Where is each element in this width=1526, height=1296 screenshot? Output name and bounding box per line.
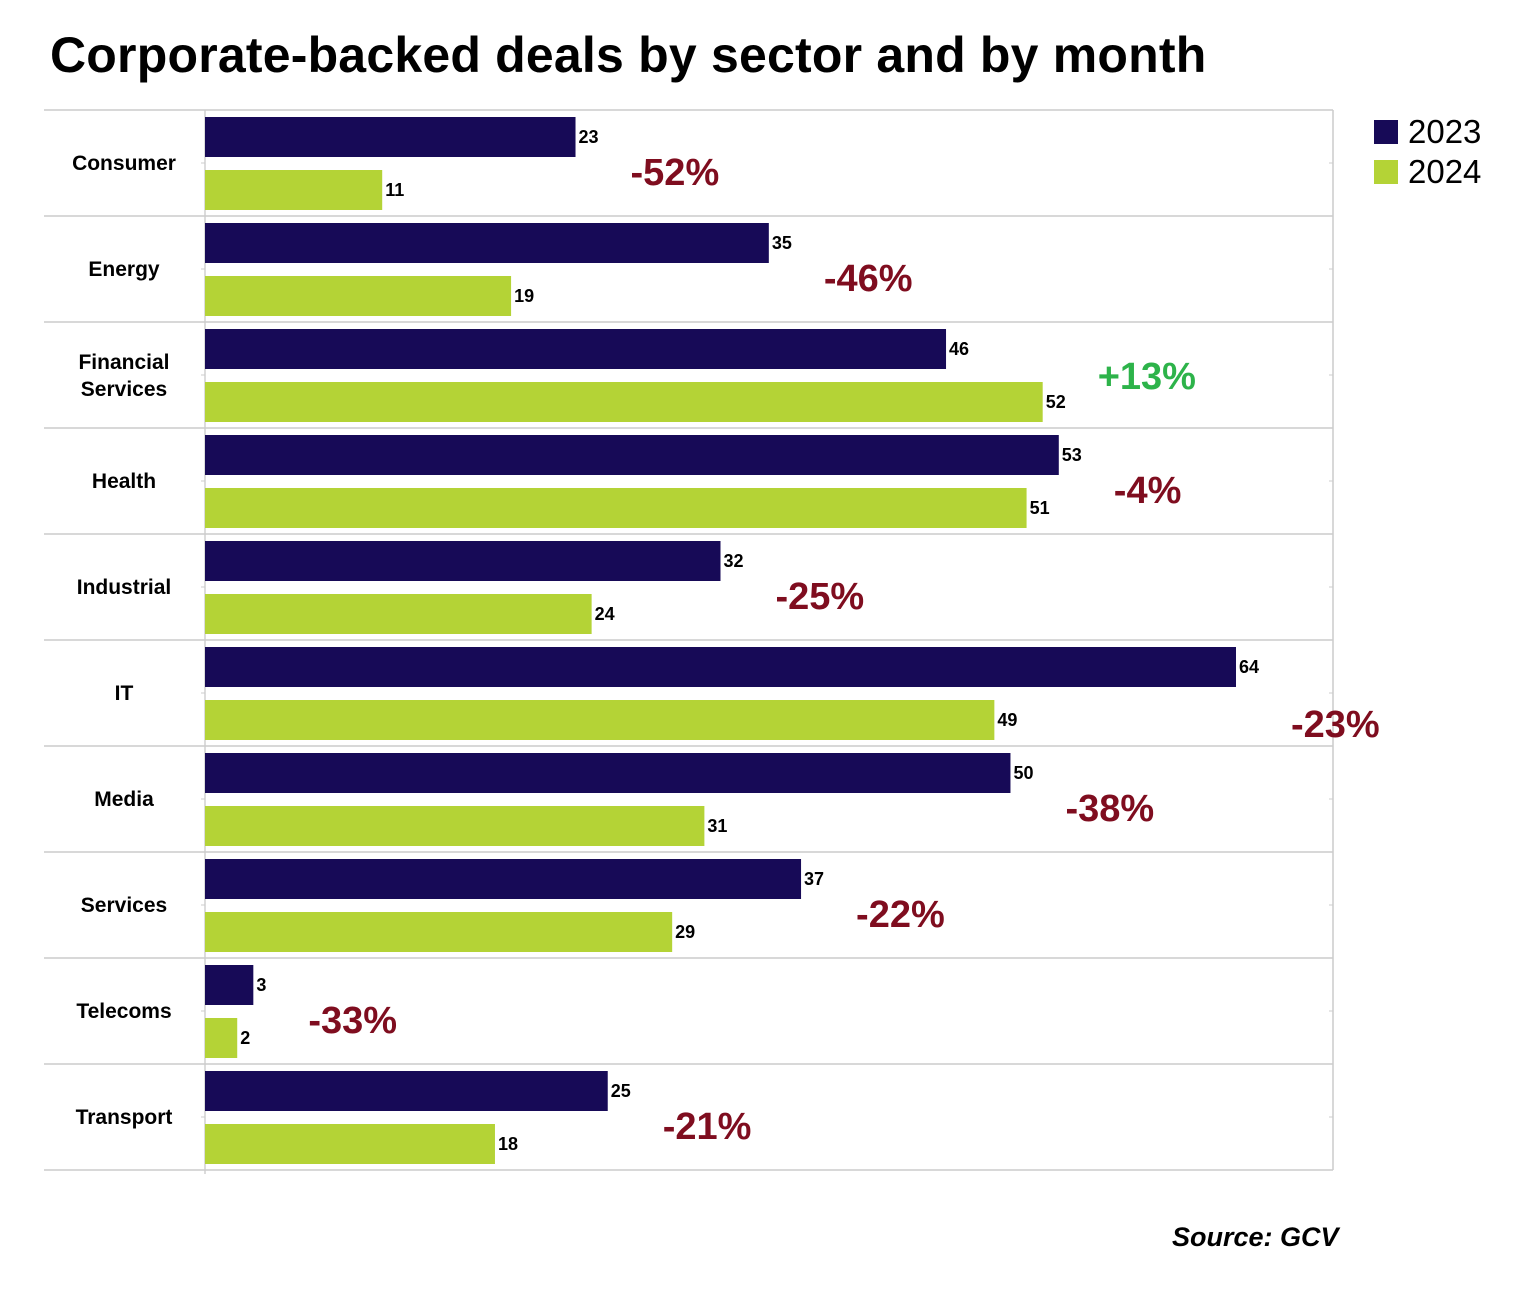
- category-label: Consumer: [72, 152, 176, 175]
- bar-2024: [205, 382, 1043, 422]
- data-label: 32: [724, 551, 744, 571]
- legend: 2023 2024: [1374, 112, 1481, 192]
- bar-2024: [205, 806, 705, 846]
- bar-2023: [205, 117, 576, 157]
- data-label: 31: [707, 816, 727, 836]
- category-label: Energy: [88, 258, 160, 281]
- change-annotation: -46%: [824, 258, 913, 300]
- bar-2023: [205, 223, 769, 263]
- data-label: 3: [256, 975, 266, 995]
- bar-2024: [205, 488, 1027, 528]
- data-label: 52: [1046, 392, 1066, 412]
- bar-2024: [205, 594, 592, 634]
- change-annotation: -22%: [856, 894, 945, 936]
- bar-2023: [205, 647, 1236, 687]
- data-label: 11: [385, 180, 404, 200]
- change-annotation: -38%: [1065, 788, 1154, 830]
- change-annotation: -21%: [663, 1106, 752, 1148]
- category-label: Health: [92, 470, 156, 493]
- data-label: 2: [240, 1028, 250, 1048]
- data-label: 18: [498, 1134, 518, 1154]
- data-label: 46: [949, 339, 969, 359]
- data-label: 64: [1239, 657, 1259, 677]
- data-label: 37: [804, 869, 824, 889]
- legend-swatch-2023: [1374, 120, 1398, 144]
- category-label: Industrial: [77, 576, 172, 599]
- legend-swatch-2024: [1374, 160, 1398, 184]
- bar-2023: [205, 965, 254, 1005]
- category-label: IT: [115, 682, 134, 705]
- data-label: 24: [595, 604, 615, 624]
- data-label: 25: [611, 1081, 631, 1101]
- legend-label-2023: 2023: [1408, 113, 1482, 150]
- legend-item-2023: 2023: [1374, 112, 1481, 152]
- source-note: Source: GCV: [1172, 1222, 1339, 1252]
- chart-title: Corporate-backed deals by sector and by …: [50, 27, 1207, 83]
- data-label: 49: [997, 710, 1017, 730]
- bar-2023: [205, 859, 802, 899]
- bar-2024: [205, 170, 383, 210]
- category-label: Media: [94, 788, 154, 811]
- bar-2024: [205, 700, 995, 740]
- category-label: Services: [81, 894, 167, 917]
- change-annotation: -33%: [308, 1000, 397, 1042]
- bar-2024: [205, 1124, 495, 1164]
- data-label: 19: [514, 286, 534, 306]
- change-annotation: -52%: [631, 152, 720, 194]
- legend-label-2024: 2024: [1408, 153, 1482, 190]
- data-label: 50: [1013, 763, 1033, 783]
- change-annotation: -25%: [776, 576, 865, 618]
- legend-item-2024: 2024: [1374, 152, 1481, 192]
- data-label: 23: [579, 127, 599, 147]
- change-annotation: -23%: [1291, 704, 1380, 746]
- data-label: 53: [1062, 445, 1082, 465]
- change-annotation: +13%: [1098, 356, 1196, 398]
- data-label: 29: [675, 922, 695, 942]
- data-label: 35: [772, 233, 792, 253]
- bar-2024: [205, 912, 673, 952]
- category-label: Financial Services: [78, 351, 169, 401]
- bar-2023: [205, 753, 1011, 793]
- bar-2023: [205, 1071, 608, 1111]
- category-label: Telecoms: [76, 1000, 171, 1023]
- change-annotation: -4%: [1114, 470, 1182, 512]
- bar-2024: [205, 276, 512, 316]
- bar-2024: [205, 1018, 238, 1058]
- bar-2023: [205, 329, 947, 369]
- data-label: 51: [1030, 498, 1050, 518]
- bar-2023: [205, 435, 1059, 475]
- bar-2023: [205, 541, 721, 581]
- category-label: Transport: [76, 1106, 173, 1129]
